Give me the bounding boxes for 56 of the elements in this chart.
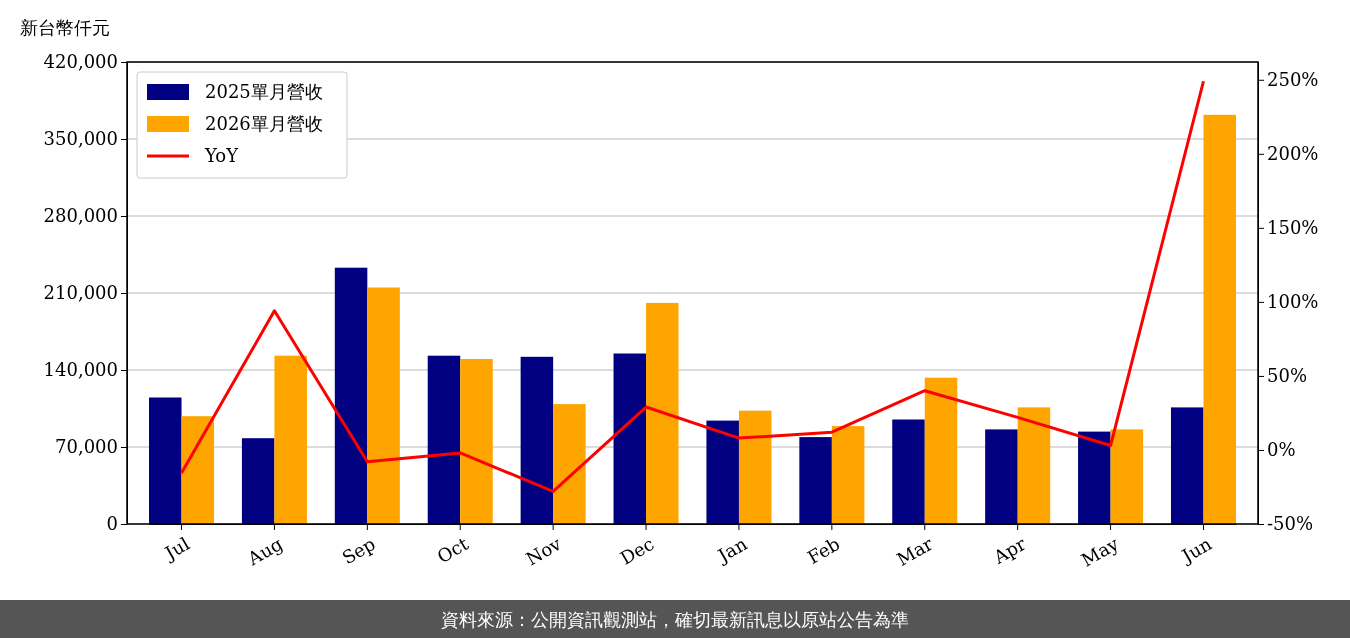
y-axis-title: 新台幣仟元 <box>20 17 110 38</box>
bar <box>738 410 772 524</box>
x-tick-label: Dec <box>616 532 658 569</box>
line-series <box>180 79 1205 493</box>
bar <box>706 420 739 524</box>
y2-tick-label: 200% <box>1267 143 1319 165</box>
bar <box>1170 407 1204 524</box>
bar <box>1110 429 1144 524</box>
bar <box>1078 431 1111 524</box>
bar <box>985 429 1018 524</box>
legend-label: 2025單月營收 <box>205 81 323 102</box>
y2-tick-label: -50% <box>1267 513 1314 535</box>
x-tick-label: May <box>1077 532 1123 571</box>
x-tick-label: Sep <box>338 532 379 569</box>
bar <box>367 287 400 524</box>
bar <box>460 359 493 524</box>
bar <box>274 355 307 524</box>
y-tick-label: 70,000 <box>55 436 118 458</box>
bar <box>1203 114 1236 524</box>
bar <box>553 404 586 524</box>
bar <box>646 302 679 524</box>
y-tick-label: 280,000 <box>43 205 118 227</box>
x-tick-label: Mar <box>893 532 937 570</box>
x-tick-label: Jun <box>1176 532 1216 568</box>
y2-tick-label: 100% <box>1267 291 1319 313</box>
legend-label: 2026單月營收 <box>205 113 323 134</box>
bar <box>181 416 215 524</box>
x-tick-label: Nov <box>522 532 566 570</box>
bar <box>427 355 461 524</box>
x-tick-label: Jul <box>159 532 194 565</box>
bar <box>892 419 925 524</box>
x-tick-label: Jan <box>712 532 751 567</box>
y2-tick-label: 0% <box>1267 439 1296 461</box>
bar <box>799 437 832 524</box>
y2-tick-label: 150% <box>1267 217 1319 239</box>
x-tick-label: Aug <box>243 532 286 570</box>
bar <box>1017 407 1051 524</box>
x-tick-label: Apr <box>989 532 1030 569</box>
source-note: 資料來源：公開資訊觀測站，確切最新訊息以原站公告為準 <box>441 609 909 630</box>
bar <box>520 356 554 524</box>
y-tick-label: 0 <box>106 513 118 535</box>
x-tick-label: Feb <box>803 532 844 568</box>
bar <box>613 353 647 524</box>
bar <box>149 397 182 524</box>
legend-label: YoY <box>204 145 240 166</box>
bar <box>241 438 275 524</box>
bar <box>831 426 865 524</box>
y-tick-label: 350,000 <box>43 128 118 150</box>
y2-tick-label: 50% <box>1267 365 1308 387</box>
y-tick-label: 420,000 <box>43 51 118 73</box>
bar <box>334 267 368 524</box>
y-tick-label: 140,000 <box>43 359 118 381</box>
x-tick-label: Oct <box>433 532 473 568</box>
bar <box>924 377 958 524</box>
y2-tick-label: 250% <box>1267 69 1319 91</box>
y-tick-label: 210,000 <box>43 282 118 304</box>
